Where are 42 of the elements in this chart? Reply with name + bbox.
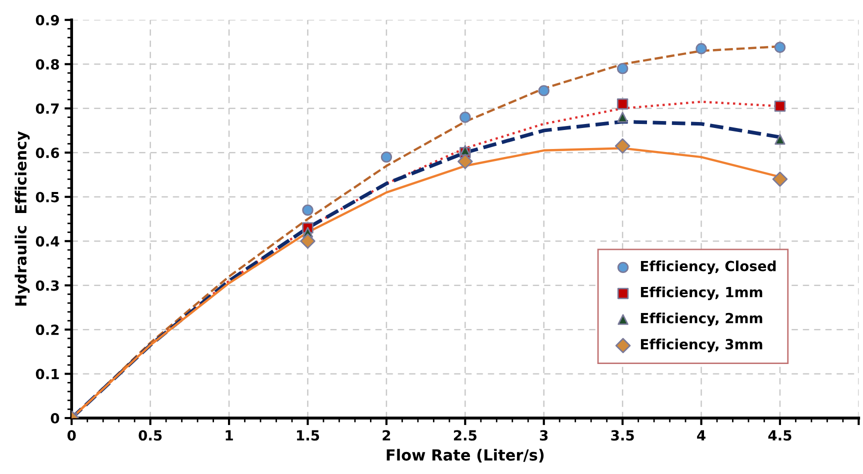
point (772, 172, 788, 187)
point (774, 42, 786, 53)
y-tick-label: 0.2 (36, 324, 59, 336)
point (696, 43, 707, 54)
x-tick-label: 1 (226, 430, 233, 440)
point (617, 112, 628, 123)
legend-label: Efficiency, Closed (640, 260, 776, 274)
x-tick-label: 2.5 (454, 430, 476, 441)
point (774, 100, 786, 112)
point (614, 138, 630, 154)
x-tick-label: 4.5 (768, 430, 792, 441)
y-tick-label: 0.3 (36, 280, 59, 291)
y-tick-label: 0.7 (36, 103, 59, 114)
point (460, 112, 471, 123)
point (616, 62, 628, 74)
y-tick-label: 0.6 (36, 148, 60, 158)
x-tick-label: 3.5 (611, 430, 634, 441)
y-tick-label: 0.8 (36, 59, 59, 70)
point (616, 98, 628, 110)
point (458, 154, 473, 170)
point (774, 134, 786, 145)
point (460, 145, 471, 156)
legend-label: Efficiency, 2mm (640, 312, 762, 326)
point (300, 233, 316, 249)
x-tick-label: 1.5 (297, 430, 320, 441)
x-axis-title: Flow Rate (Liter/s) (386, 448, 544, 462)
x-tick-label: 4 (697, 430, 706, 440)
x-tick-label: 0.5 (138, 430, 162, 441)
x-tick-label: 2 (382, 430, 390, 440)
y-tick-label: 0.1 (36, 368, 59, 380)
y-axis-title: Hydraulic Efficiency (14, 131, 30, 306)
point (538, 85, 550, 96)
y-tick-label: 0 (50, 413, 60, 424)
y-tick-label: 0.5 (36, 192, 59, 202)
legend-label: Efficiency, 3mm (640, 338, 762, 352)
x-tick-label: 0 (67, 430, 76, 441)
point (380, 151, 392, 163)
y-tick-label: 0.4 (36, 236, 60, 247)
y-tick-label: 0.9 (36, 14, 59, 26)
legend-label: Efficiency, 1mm (640, 286, 762, 300)
point (302, 204, 314, 216)
x-tick-label: 3 (540, 430, 548, 441)
